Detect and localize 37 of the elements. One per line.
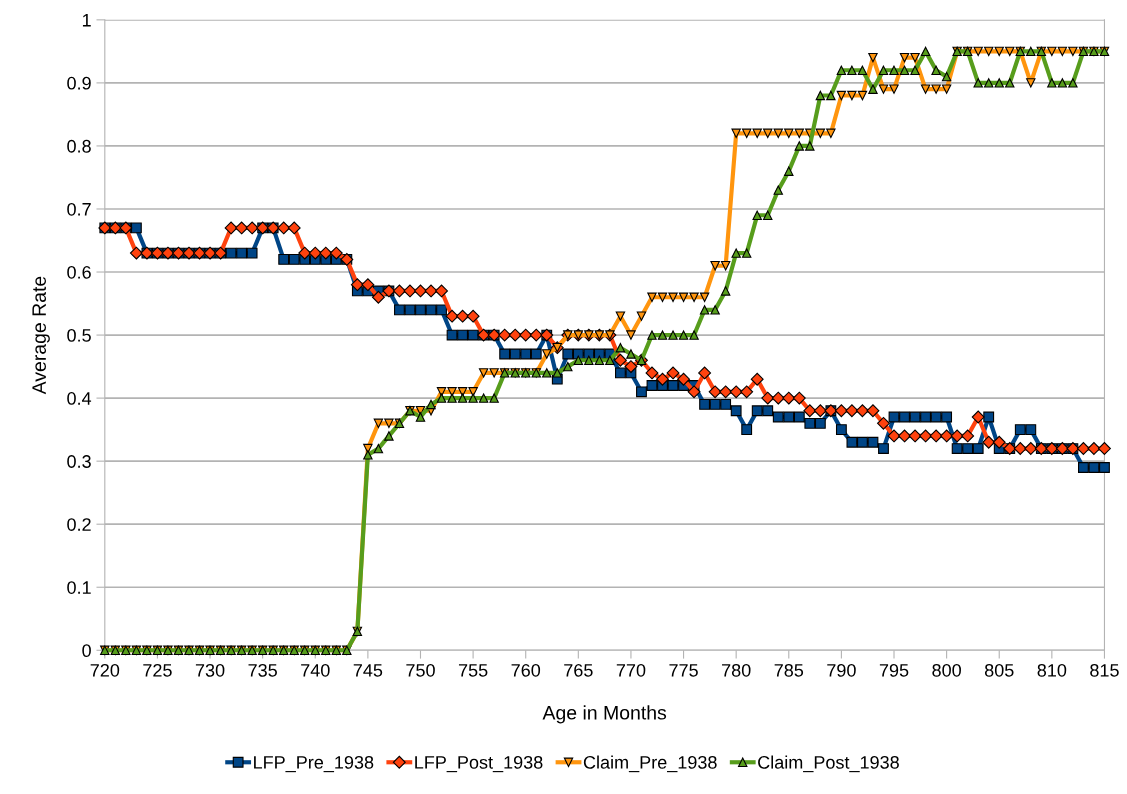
x-tick-label: 750 bbox=[406, 663, 435, 677]
x-tick-label: 730 bbox=[195, 663, 225, 677]
x-tick-label: 785 bbox=[774, 663, 804, 677]
y-tick-label: 0.8 bbox=[67, 139, 91, 153]
x-axis-title: Age in Months bbox=[542, 705, 667, 724]
x-tick-label: 790 bbox=[827, 663, 856, 677]
x-tick-label: 745 bbox=[353, 664, 383, 677]
y-axis-title: Average Rate bbox=[32, 276, 50, 395]
y-tick-label: 0.7 bbox=[67, 202, 91, 216]
y-tick-label: 0.4 bbox=[67, 392, 92, 405]
legend-label: Claim_Pre_1938 bbox=[583, 755, 717, 773]
x-tick-label: 755 bbox=[458, 664, 488, 677]
x-tick-label: 815 bbox=[1090, 663, 1119, 677]
y-tick-label: 0.2 bbox=[67, 518, 91, 531]
x-tick-label: 810 bbox=[1037, 663, 1067, 677]
y-tick-label: 0.3 bbox=[67, 455, 91, 468]
x-tick-label: 720 bbox=[90, 663, 120, 677]
y-tick-label: 0.1 bbox=[67, 581, 91, 594]
x-tick-label: 765 bbox=[564, 663, 593, 677]
x-tick-label: 800 bbox=[932, 663, 961, 677]
x-tick-label: 760 bbox=[511, 663, 541, 677]
x-tick-label: 725 bbox=[143, 663, 172, 677]
x-tick-label: 770 bbox=[616, 663, 646, 677]
x-tick-label: 795 bbox=[879, 663, 909, 677]
legend-label: LFP_Pre_1938 bbox=[254, 755, 374, 773]
legend-label: LFP_Post_1938 bbox=[415, 755, 543, 773]
x-tick-label: 740 bbox=[301, 663, 330, 677]
y-tick-label: 0.9 bbox=[67, 76, 91, 90]
x-tick-label: 780 bbox=[722, 663, 751, 677]
y-tick-label: 1 bbox=[82, 13, 91, 27]
y-tick-label: 0 bbox=[82, 644, 91, 658]
x-tick-label: 775 bbox=[669, 664, 698, 677]
legend-label: Claim_Post_1938 bbox=[758, 755, 899, 773]
y-tick-label: 0.5 bbox=[67, 329, 91, 342]
y-tick-label: 0.6 bbox=[67, 265, 91, 279]
x-tick-label: 805 bbox=[984, 663, 1014, 677]
x-tick-label: 735 bbox=[248, 663, 277, 677]
